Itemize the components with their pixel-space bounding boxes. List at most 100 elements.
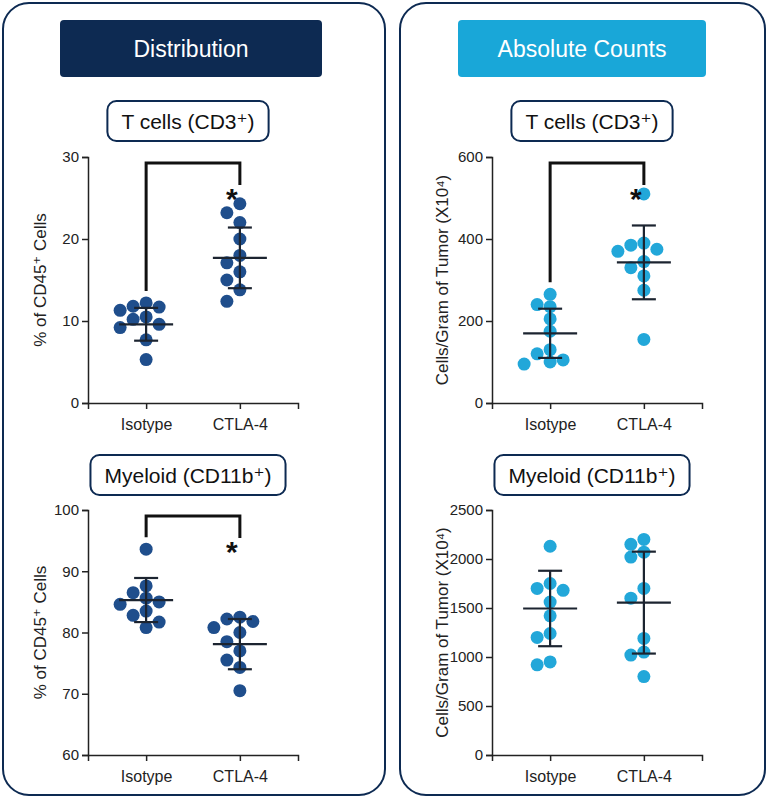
- y-tick-mark: [82, 755, 88, 757]
- y-tick-label: 100: [54, 501, 79, 518]
- axis-line: [486, 158, 493, 404]
- error-cap: [134, 621, 158, 623]
- error-cap: [228, 668, 252, 670]
- y-axis-title: % of CD45⁺ Cells: [31, 213, 50, 347]
- data-point: [637, 533, 650, 546]
- axis-line: [493, 404, 703, 410]
- data-point: [624, 649, 637, 662]
- data-point: [531, 582, 544, 595]
- y-tick-mark: [82, 510, 88, 512]
- y-tick: 400: [458, 230, 492, 247]
- data-point: [127, 300, 140, 313]
- header-title: Absolute Counts: [498, 36, 667, 62]
- y-tick-label: 0: [475, 394, 483, 411]
- x-tick: CTLA-4: [617, 403, 672, 433]
- y-tick-mark: [486, 608, 492, 610]
- chart-title: Myeloid (CD11b⁺): [104, 464, 271, 487]
- y-tick: 80: [62, 624, 88, 641]
- axis-line: [82, 511, 89, 756]
- x-tick: CTLA-4: [213, 403, 268, 433]
- error-cap: [228, 618, 252, 620]
- y-tick-label: 10: [62, 312, 79, 329]
- y-tick-label: 500: [458, 697, 483, 714]
- y-tick: 60: [62, 746, 88, 763]
- x-tick-mark: [146, 755, 148, 761]
- x-tick-mark: [644, 403, 646, 409]
- y-tick-label: 2000: [450, 550, 483, 567]
- y-axis-title: Cells/Gram of Tumor (X10⁴): [433, 175, 452, 385]
- title-box: [511, 101, 672, 141]
- data-point: [531, 658, 544, 671]
- error-cap: [228, 287, 252, 289]
- y-tick: 30: [62, 148, 88, 165]
- y-tick-label: 20: [62, 230, 79, 247]
- title-box: [107, 101, 268, 141]
- header-box: [60, 20, 322, 77]
- data-point: [246, 615, 259, 628]
- data-point: [518, 358, 531, 371]
- y-tick-mark: [486, 157, 492, 159]
- chart: Myeloid (CD11b⁺)05001000150020002500Isot…: [433, 455, 703, 785]
- data-point: [531, 631, 544, 644]
- x-axis: IsotypeCTLA-4: [89, 755, 299, 785]
- x-tick-label: Isotype: [121, 768, 173, 785]
- data-point: [127, 609, 140, 622]
- y-tick-label: 30: [62, 148, 79, 165]
- error-cap: [538, 357, 562, 359]
- data-point: [650, 243, 663, 256]
- x-tick-mark: [240, 403, 242, 409]
- significance-bracket: [146, 163, 240, 291]
- data-point: [611, 245, 624, 258]
- data-point: [153, 595, 166, 608]
- x-tick: CTLA-4: [617, 755, 672, 785]
- y-tick-mark: [82, 694, 88, 696]
- y-tick-label: 60: [62, 746, 79, 763]
- y-tick-label: 400: [458, 230, 483, 247]
- y-tick-mark: [486, 321, 492, 323]
- data-point: [114, 304, 127, 317]
- x-tick-label: CTLA-4: [213, 416, 268, 433]
- y-tick-mark: [486, 657, 492, 659]
- header-box: [458, 20, 706, 77]
- y-tick-label: 70: [62, 685, 79, 702]
- y-axis-title: Cells/Gram of Tumor (X10⁴): [433, 527, 452, 737]
- axis-line: [82, 158, 89, 404]
- data-point: [140, 353, 153, 366]
- error-bar: [643, 225, 645, 299]
- error-cap: [632, 551, 656, 553]
- x-tick-label: Isotype: [121, 416, 173, 433]
- axis-line: [89, 756, 299, 762]
- y-tick-label: 1000: [450, 648, 483, 665]
- x-tick-mark: [146, 403, 148, 409]
- x-tick-mark: [644, 755, 646, 761]
- y-tick-label: 2500: [450, 501, 483, 518]
- error-cap: [632, 298, 656, 300]
- y-tick-label: 200: [458, 312, 483, 329]
- data-point: [624, 239, 637, 252]
- error-bar: [239, 619, 241, 669]
- y-axis: 0 10 20 30: [62, 148, 88, 411]
- chart: T cells (CD3⁺)0200400600IsotypeCTLA-4Cel…: [433, 101, 703, 433]
- y-axis: 60 70 80 90 100: [54, 501, 89, 763]
- y-tick: 1000: [450, 648, 492, 665]
- data-point: [220, 274, 233, 287]
- chart: T cells (CD3⁺) 0 10 20 30 Isotype CTLA-4 % of C…: [31, 101, 299, 433]
- y-axis: 05001000150020002500: [450, 501, 493, 763]
- error-cap: [538, 570, 562, 572]
- y-tick: 90: [62, 563, 88, 580]
- y-tick: 500: [458, 697, 492, 714]
- x-tick-label: Isotype: [525, 416, 577, 433]
- chart-title: T cells (CD3⁺): [121, 110, 254, 133]
- y-tick: 200: [458, 312, 492, 329]
- marks: [114, 543, 267, 697]
- y-tick: 1500: [450, 599, 492, 616]
- data-point: [544, 655, 557, 668]
- error-cap: [134, 340, 158, 342]
- chart-title: T cells (CD3⁺): [525, 110, 658, 133]
- header-title: Distribution: [133, 36, 248, 62]
- data-point: [233, 684, 246, 697]
- y-tick-mark: [486, 706, 492, 708]
- y-tick: 0: [71, 394, 88, 411]
- x-tick-label: Isotype: [525, 768, 577, 785]
- panel-frame: [3, 3, 385, 795]
